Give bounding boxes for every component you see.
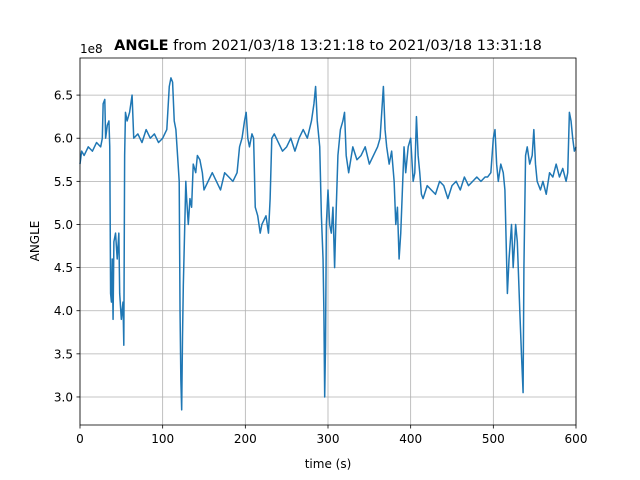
- x-tick-label: 200: [234, 432, 257, 446]
- x-tick-label: 600: [565, 432, 588, 446]
- y-tick-label: 5.5: [54, 175, 73, 189]
- y-tick-label: 4.0: [54, 304, 73, 318]
- y-tick-label: 4.5: [54, 261, 73, 275]
- chart-title: ANGLE from 2021/03/18 13:21:18 to 2021/0…: [114, 38, 542, 54]
- x-tick-label: 500: [482, 432, 505, 446]
- y-axis-label: ANGLE: [28, 221, 42, 262]
- x-tick-label: 400: [399, 432, 422, 446]
- y-tick-label: 3.5: [54, 347, 73, 361]
- y-tick-label: 6.5: [54, 89, 73, 103]
- y-tick-label: 5.0: [54, 218, 73, 232]
- plot-frame: [79, 57, 577, 426]
- x-tick-label: 0: [76, 432, 84, 446]
- y-tick-label: 3.0: [54, 390, 73, 404]
- title-bold: ANGLE: [114, 38, 168, 54]
- x-tick-label: 100: [151, 432, 174, 446]
- title-rest: from 2021/03/18 13:21:18 to 2021/03/18 1…: [173, 38, 542, 54]
- data-line: [79, 77, 577, 411]
- offset-text: 1e8: [80, 42, 103, 56]
- y-tick-label: 6.0: [54, 132, 73, 146]
- x-axis-label: time (s): [305, 457, 352, 471]
- x-tick-label: 300: [317, 432, 340, 446]
